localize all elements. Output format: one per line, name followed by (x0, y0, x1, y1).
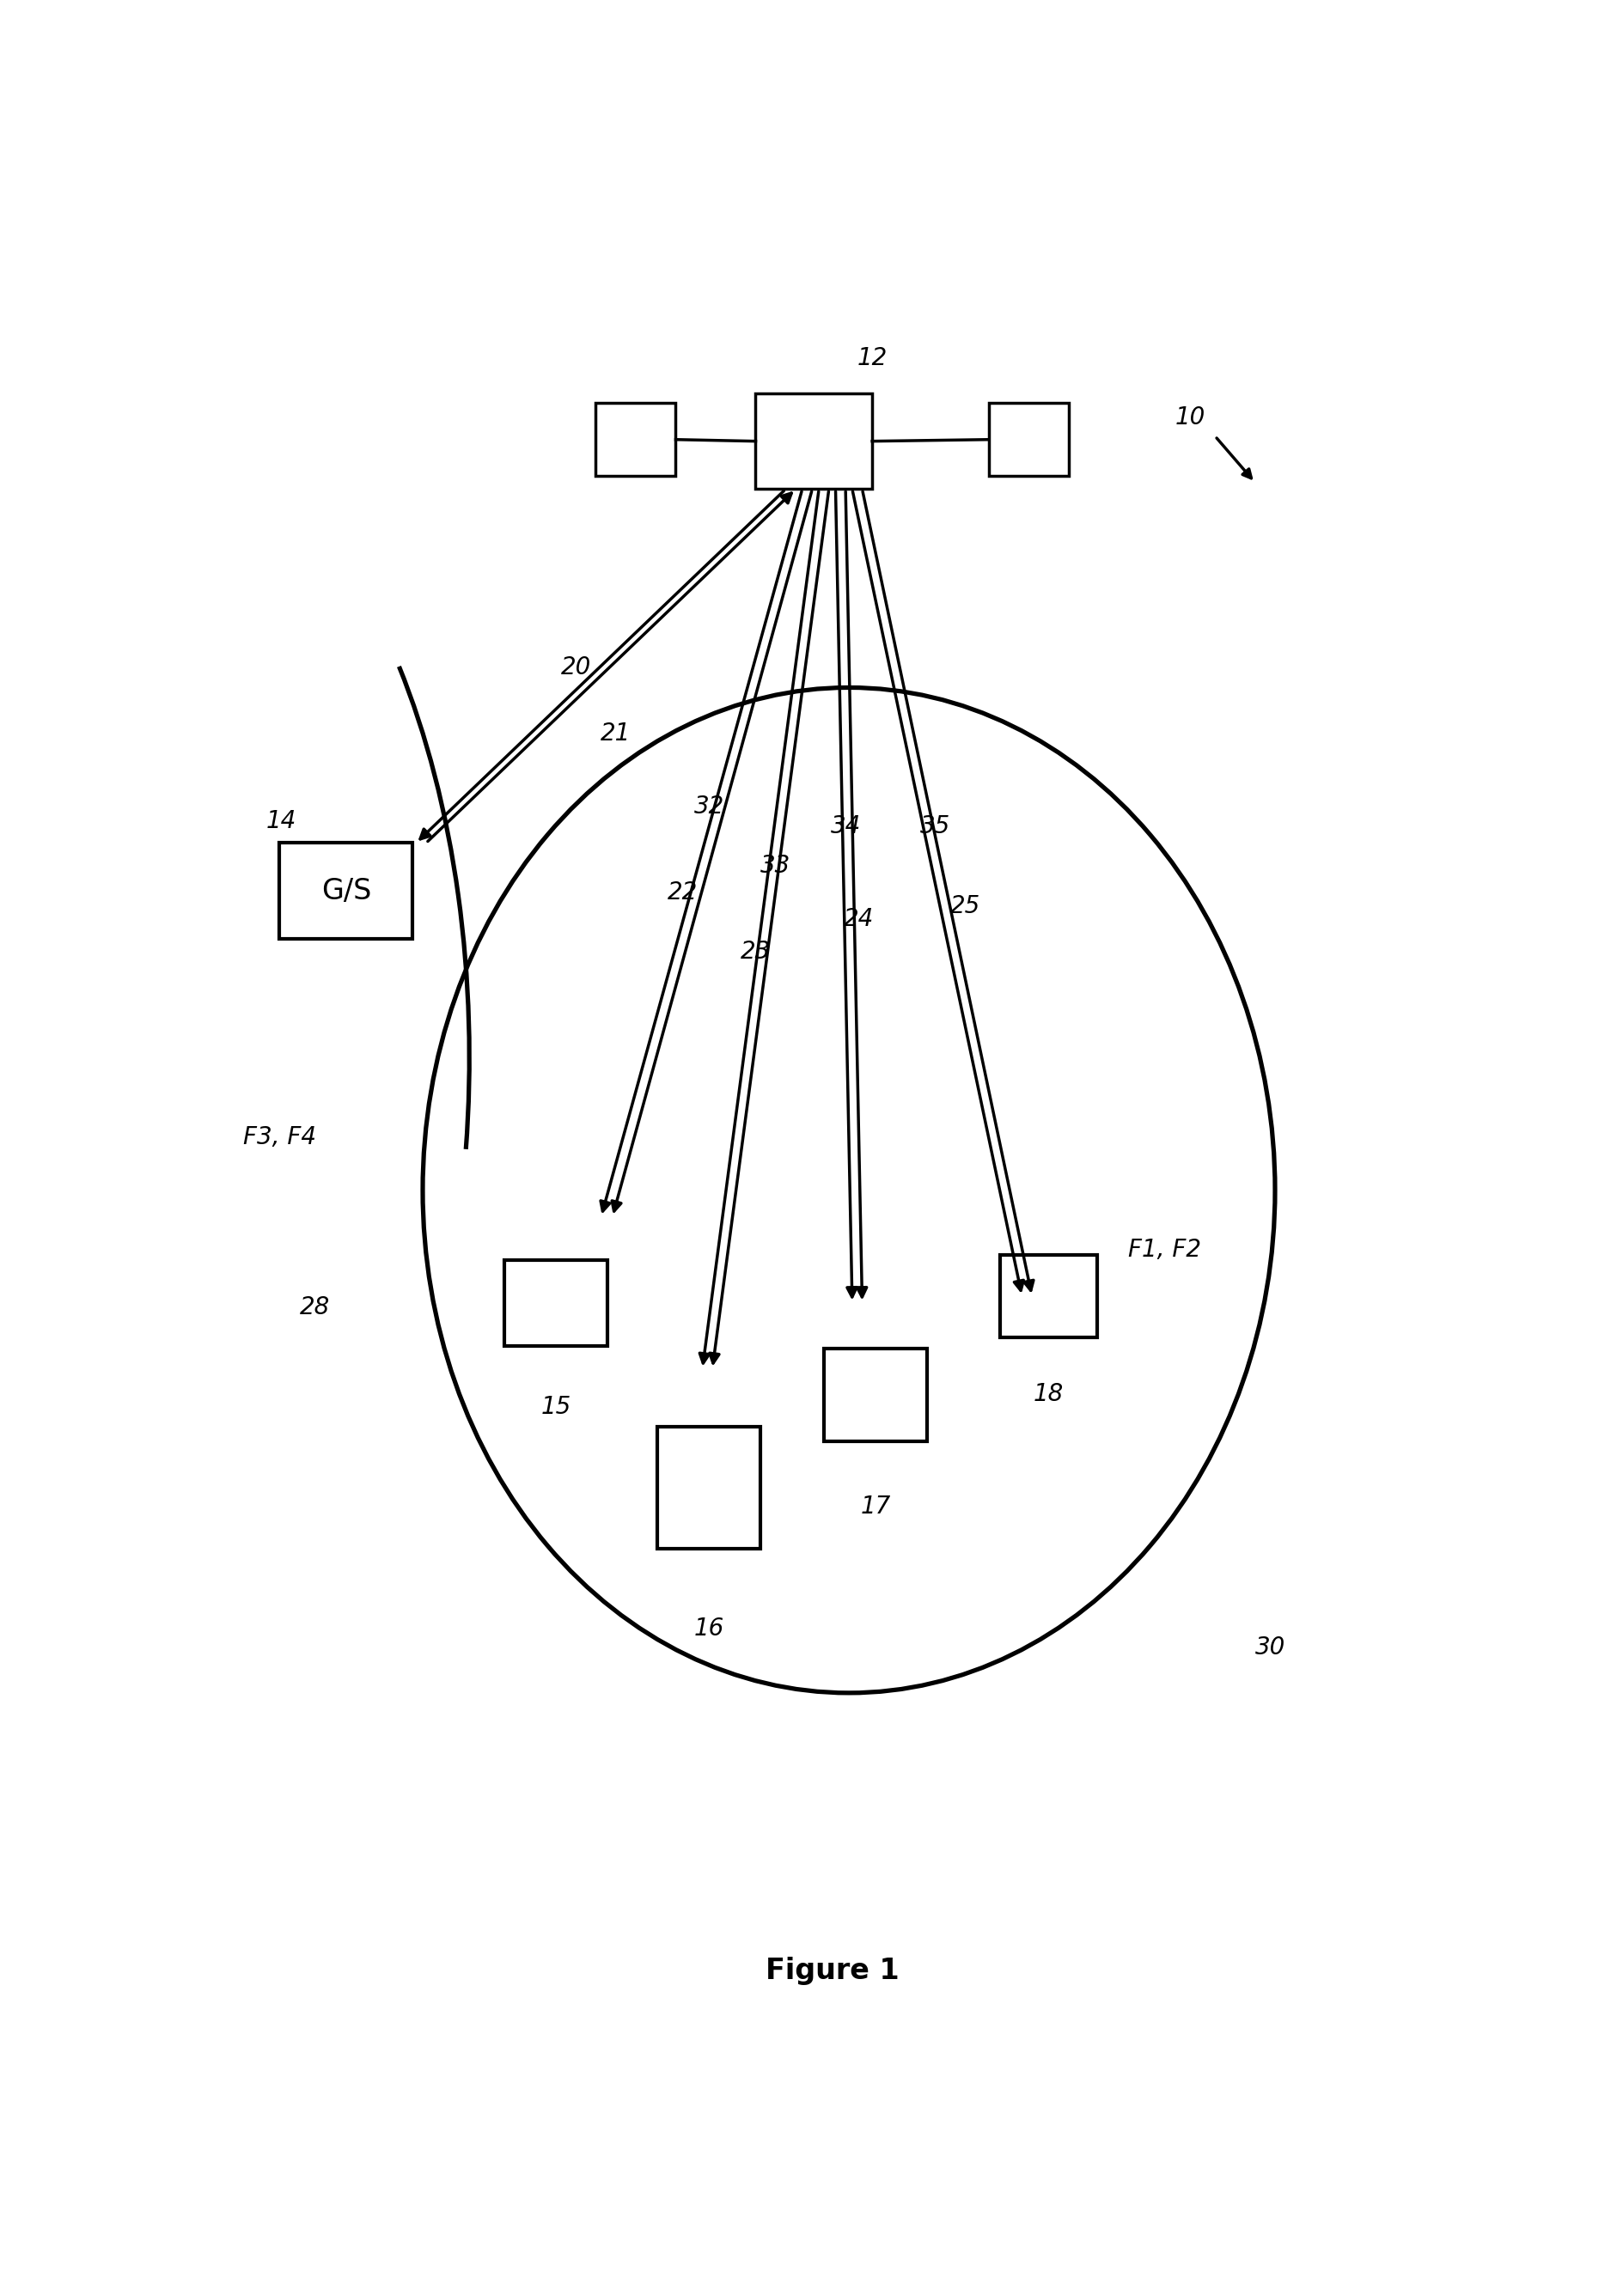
Text: 30: 30 (1255, 1635, 1285, 1660)
Text: 18: 18 (1032, 1382, 1063, 1405)
Text: F3, F4: F3, F4 (243, 1125, 316, 1150)
Bar (657, 1426, 760, 1550)
Text: 25: 25 (949, 893, 980, 918)
Bar (505, 1261, 607, 1345)
Text: 21: 21 (601, 721, 631, 746)
Text: 15: 15 (540, 1396, 571, 1419)
Text: 14: 14 (266, 808, 297, 833)
Bar (823, 1350, 927, 1442)
Text: 35: 35 (920, 815, 949, 838)
Text: G/S: G/S (321, 877, 372, 905)
Text: 28: 28 (299, 1295, 329, 1320)
Text: 23: 23 (740, 939, 771, 964)
Text: 20: 20 (560, 657, 591, 680)
Text: 34: 34 (829, 815, 860, 838)
Bar (755, 393, 872, 489)
Text: 16: 16 (693, 1616, 724, 1642)
Text: F1, F2: F1, F2 (1128, 1238, 1201, 1263)
Text: Figure 1: Figure 1 (764, 1956, 899, 1984)
Text: 17: 17 (860, 1495, 889, 1518)
Bar (279, 843, 412, 939)
Bar (988, 404, 1068, 475)
Text: 10: 10 (1173, 406, 1204, 429)
Bar (1000, 1254, 1096, 1336)
Text: 12: 12 (857, 347, 886, 370)
Text: 24: 24 (844, 907, 873, 932)
Bar (596, 404, 675, 475)
Text: 33: 33 (760, 854, 790, 877)
Text: 22: 22 (667, 882, 698, 905)
Text: 32: 32 (693, 794, 724, 820)
